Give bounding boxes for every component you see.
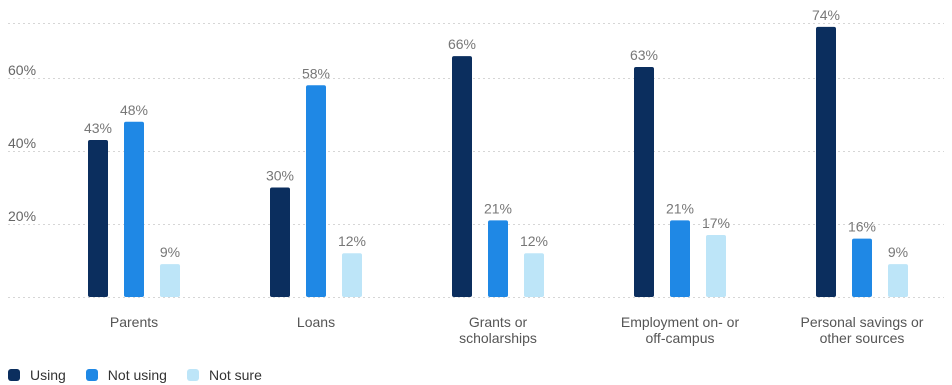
bar-chart-svg: 20%40%60% 43%48%9%30%58%12%66%21%12%63%2… xyxy=(8,7,944,346)
bar-employment-on-or-off-campus-not-using[interactable] xyxy=(670,220,690,297)
category-labels: Parents Loans Grants or scholarships Employm… xyxy=(110,314,924,346)
y-tick-label-40: 40% xyxy=(8,135,36,151)
bar-personal-savings-or-other-sources-not-using[interactable] xyxy=(852,238,872,297)
category-label-grants-or-scholarships: Grants or scholarships xyxy=(459,314,537,346)
legend-label-not-using: Not using xyxy=(107,367,167,383)
legend: Using Not using Not sure xyxy=(8,367,262,383)
bar-loans-using[interactable] xyxy=(270,187,290,298)
data-label-parents-using: 43% xyxy=(84,120,112,136)
bar-grants-or-scholarships-not-using[interactable] xyxy=(488,220,508,297)
data-label-loans-not-sure: 12% xyxy=(338,233,366,249)
bar-personal-savings-or-other-sources-not-sure[interactable] xyxy=(888,264,908,297)
data-label-personal-savings-or-other-sources-not-using: 16% xyxy=(848,219,876,235)
bar-parents-using[interactable] xyxy=(88,140,108,297)
category-label-parents: Parents xyxy=(110,314,158,330)
data-label-grants-or-scholarships-not-using: 21% xyxy=(484,200,512,216)
data-label-employment-on-or-off-campus-using: 63% xyxy=(630,47,658,63)
legend-swatch-not-using xyxy=(85,369,98,381)
gridlines: 20% 40% 60% xyxy=(8,23,944,298)
data-label-employment-on-or-off-campus-not-using: 21% xyxy=(666,200,694,216)
bar-personal-savings-or-other-sources-using[interactable] xyxy=(816,26,836,298)
data-label-personal-savings-or-other-sources-not-sure: 9% xyxy=(888,244,908,260)
data-label-parents-not-sure: 9% xyxy=(160,244,180,260)
legend-item-not-using[interactable]: Not using xyxy=(85,367,167,383)
bar-grants-or-scholarships-using[interactable] xyxy=(452,56,472,297)
bar-loans-not-using[interactable] xyxy=(306,85,326,297)
bar-parents-not-using[interactable] xyxy=(124,121,144,297)
legend-item-using[interactable]: Using xyxy=(8,367,66,383)
bar-parents-not-sure[interactable] xyxy=(160,264,180,297)
category-label-personal-savings-or-other-sources: Personal savings or other sources xyxy=(801,314,924,346)
legend-label-not-sure: Not sure xyxy=(208,367,262,383)
legend-swatch-not-sure xyxy=(186,369,199,381)
category-label-loans: Loans xyxy=(297,314,335,330)
legend-item-not-sure[interactable]: Not sure xyxy=(186,367,262,383)
bar-grants-or-scholarships-not-sure[interactable] xyxy=(524,253,544,297)
category-label-employment-on-or-off-campus: Employment on- or off-campus xyxy=(621,314,740,346)
legend-swatch-using xyxy=(8,369,20,381)
data-label-grants-or-scholarships-not-sure: 12% xyxy=(520,233,548,249)
data-label-loans-not-using: 58% xyxy=(302,65,330,81)
y-tick-label-60: 60% xyxy=(8,62,36,78)
legend-label-using: Using xyxy=(30,367,66,383)
bar-employment-on-or-off-campus-using[interactable] xyxy=(634,67,654,297)
data-labels: 43% 48% 9% 30% 58% 12% 66% 21% 12% 63% 21% 17% 74% 16… xyxy=(84,7,908,260)
data-label-employment-on-or-off-campus-not-sure: 17% xyxy=(702,215,730,231)
bar-employment-on-or-off-campus-not-sure[interactable] xyxy=(706,234,726,297)
data-label-personal-savings-or-other-sources-using: 74% xyxy=(812,7,840,23)
bars xyxy=(88,26,908,298)
y-tick-label-20: 20% xyxy=(8,208,36,224)
data-label-parents-not-using: 48% xyxy=(120,102,148,118)
data-label-loans-using: 30% xyxy=(266,168,294,184)
bar-loans-not-sure[interactable] xyxy=(342,253,362,297)
data-label-grants-or-scholarships-using: 66% xyxy=(448,36,476,52)
